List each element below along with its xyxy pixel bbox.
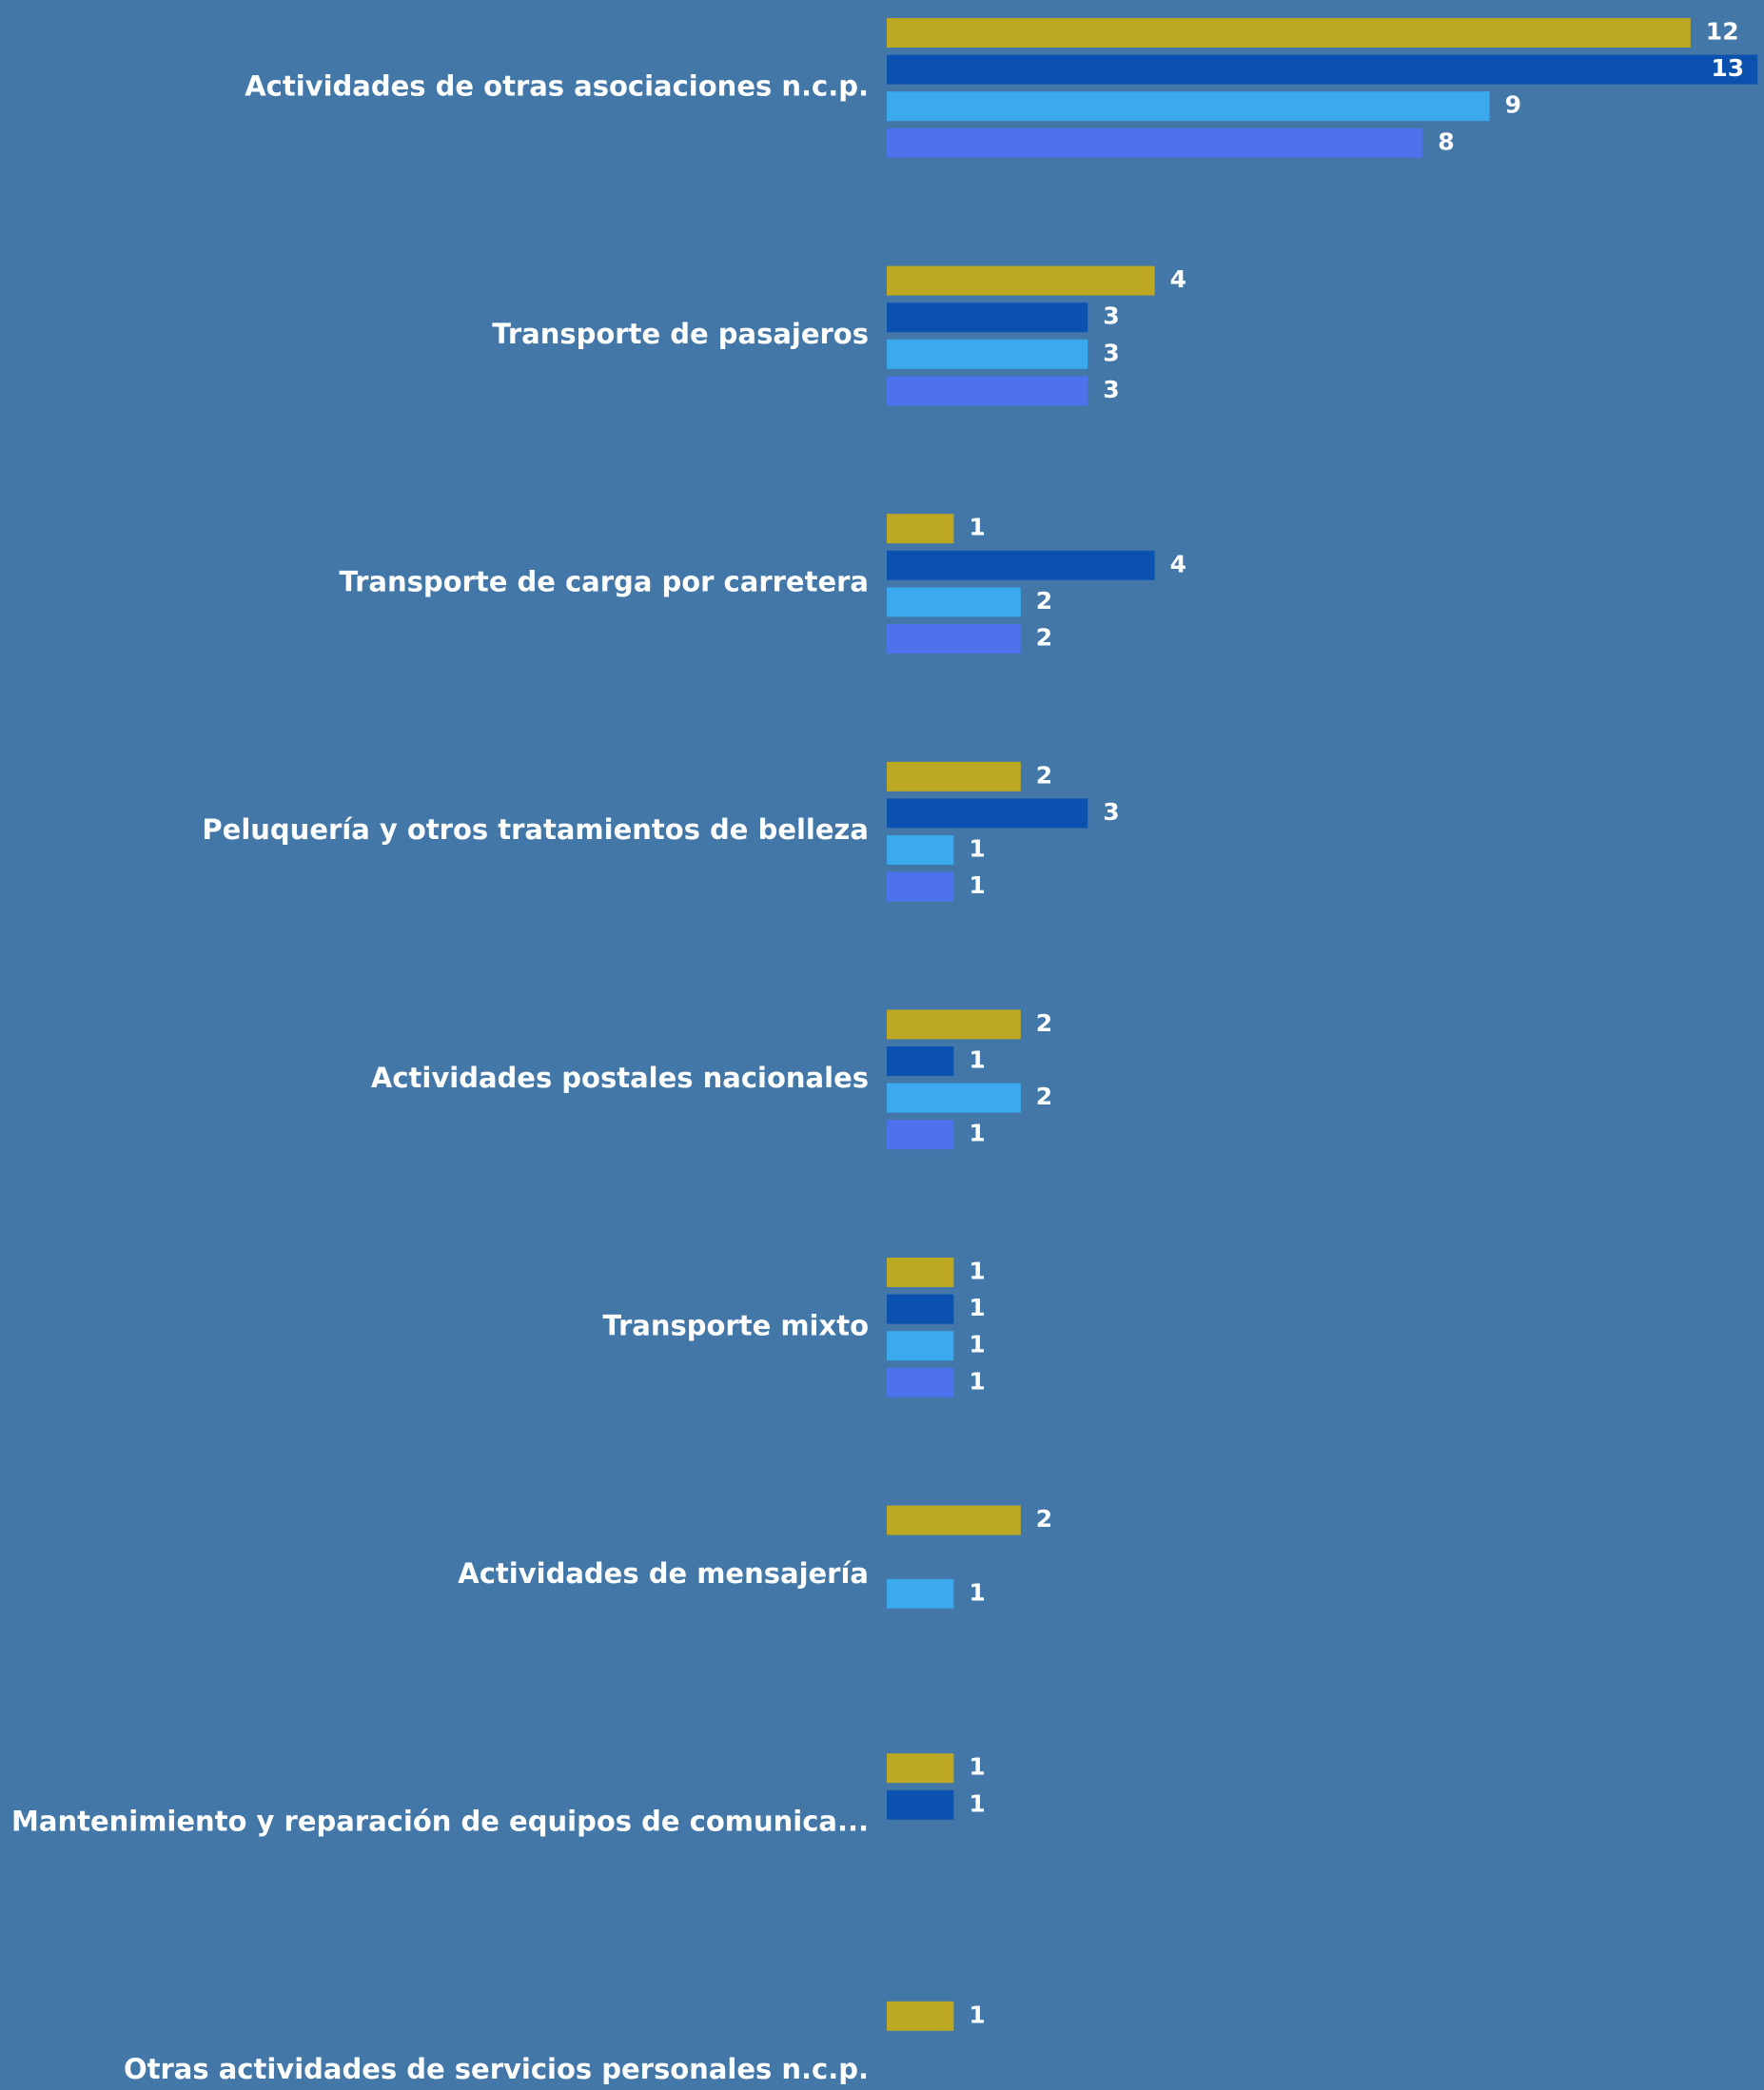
bar — [887, 54, 1758, 85]
data-label: 4 — [1170, 550, 1186, 577]
category-label: Peluquería y otros tratamientos de belle… — [202, 813, 869, 846]
data-label: 3 — [1103, 376, 1119, 403]
data-label: 9 — [1505, 91, 1521, 119]
data-label: 2 — [1036, 1505, 1052, 1533]
bar — [887, 624, 1021, 654]
bar — [887, 550, 1155, 580]
category-label: Transporte de carga por carretera — [339, 566, 869, 598]
data-label: 1 — [969, 1789, 985, 1817]
data-label: 2 — [1036, 587, 1052, 615]
data-label: 1 — [969, 1294, 985, 1321]
data-label: 12 — [1706, 18, 1739, 46]
bar — [887, 798, 1088, 829]
bar — [887, 587, 1021, 617]
bar — [887, 376, 1088, 406]
bar — [887, 1789, 954, 1820]
data-label: 1 — [969, 1578, 985, 1606]
bar — [887, 1505, 1021, 1535]
bar — [887, 871, 954, 902]
data-label: 1 — [969, 871, 985, 899]
data-label: 3 — [1103, 339, 1119, 366]
data-label: 1 — [969, 1367, 985, 1395]
bar — [887, 303, 1088, 333]
data-label: 4 — [1170, 265, 1186, 293]
bar — [887, 1753, 954, 1784]
bar — [887, 1367, 954, 1397]
category-label: Mantenimiento y reparación de equipos de… — [11, 1806, 869, 1838]
bar — [887, 2001, 954, 2031]
category-label: Actividades postales nacionales — [371, 1062, 869, 1094]
bar — [887, 1578, 954, 1609]
data-label: 2 — [1036, 1083, 1052, 1110]
data-label: 1 — [969, 1753, 985, 1781]
bar — [887, 835, 954, 865]
bar — [887, 339, 1088, 369]
bar — [887, 1046, 954, 1076]
category-label: Transporte de pasajeros — [492, 318, 869, 350]
data-label: 1 — [969, 1258, 985, 1285]
bar — [887, 265, 1155, 296]
bar — [887, 18, 1691, 48]
data-label: 3 — [1103, 798, 1119, 826]
data-label: 2 — [1036, 1009, 1052, 1037]
bar — [887, 1331, 954, 1361]
category-label: Actividades de otras asociaciones n.c.p. — [245, 69, 869, 102]
category-label: Otras actividades de servicios personale… — [124, 2053, 869, 2085]
bar — [887, 1009, 1021, 1040]
data-label: 8 — [1438, 127, 1454, 155]
bar — [887, 761, 1021, 791]
bar — [887, 514, 954, 544]
bar — [887, 1294, 954, 1324]
category-label: Actividades de mensajería — [458, 1557, 869, 1590]
data-label: 1 — [969, 1120, 985, 1147]
data-label: 1 — [969, 1046, 985, 1074]
bar — [887, 1083, 1021, 1113]
data-label: 1 — [969, 514, 985, 541]
category-label: Transporte mixto — [602, 1309, 869, 1341]
data-label: 3 — [1103, 303, 1119, 330]
data-label: 1 — [969, 2001, 985, 2028]
bar — [887, 1120, 954, 1150]
data-label: 2 — [1036, 761, 1052, 789]
data-label: 1 — [969, 835, 985, 863]
data-label: 13 — [1711, 54, 1744, 82]
bar — [887, 91, 1490, 122]
bar — [887, 127, 1423, 158]
data-label: 1 — [969, 1331, 985, 1358]
bar — [887, 1258, 954, 1287]
data-label: 2 — [1036, 624, 1052, 652]
